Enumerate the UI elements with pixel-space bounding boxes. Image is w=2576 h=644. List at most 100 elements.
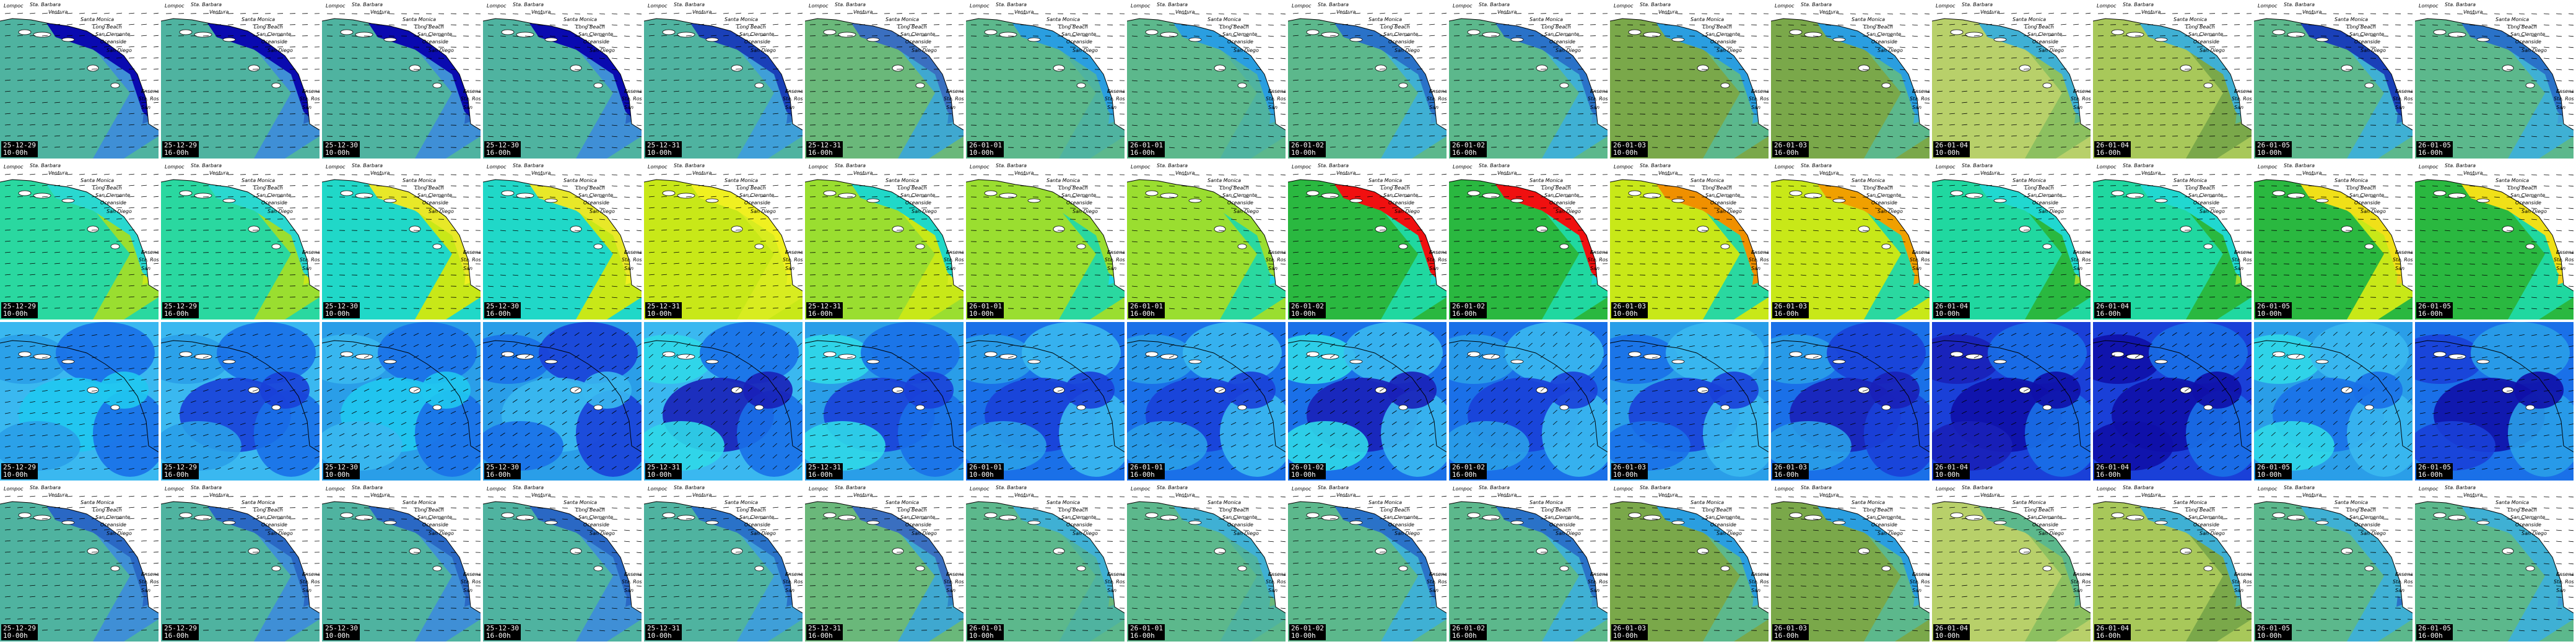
vector-arrow <box>574 196 581 198</box>
island <box>409 64 421 72</box>
map-tile-row-2-col-8[interactable]: Lompoc Sta. Barbara Ventura Santa Monica Lon… <box>1127 161 1286 320</box>
place-label: San Diego <box>590 209 615 214</box>
vector-arrow <box>586 80 593 82</box>
place-label: Ventura <box>1175 170 1194 176</box>
map-tile-row-2-col-10[interactable]: Lompoc Sta. Barbara Ventura Santa Monica Lon… <box>1449 161 1608 320</box>
vector-arrow <box>487 124 494 126</box>
place-label: Long Beach <box>415 24 444 30</box>
vector-arrow <box>17 90 24 92</box>
vector-arrow <box>586 274 593 276</box>
vector-arrow <box>128 35 135 37</box>
vector-arrow <box>1156 46 1163 48</box>
map-tile-row-2-col-7[interactable]: Lompoc Sta. Barbara Ventura Santa Monica Lon… <box>966 161 1125 320</box>
vector-arrow <box>2035 46 2042 48</box>
vector-arrow <box>1961 102 1968 103</box>
place-label: Sta. Rosa <box>2554 96 2574 102</box>
map-tile-row-1-col-3[interactable]: Lompoc Sta. Barbara Ventura Santa Monica Lon… <box>322 0 481 159</box>
map-tile-row-1-col-7[interactable]: Lompoc Sta. Barbara Ventura Santa Monica Lon… <box>966 0 1125 159</box>
map-tile-row-1-col-5[interactable]: Lompoc Sta. Barbara Ventura Santa Monica Lon… <box>644 0 803 159</box>
vector-arrow <box>116 196 123 198</box>
vector-arrow <box>2531 136 2538 137</box>
vector-arrow <box>1305 24 1312 25</box>
vector-arrow <box>698 12 705 14</box>
place-label: San Diego <box>107 48 132 53</box>
vector-arrow <box>2531 147 2538 149</box>
vector-arrow <box>2444 80 2451 82</box>
vector-arrow <box>586 113 593 115</box>
island <box>2433 29 2447 35</box>
timestamp-date: 25-12-29 <box>164 141 197 149</box>
vector-arrow <box>685 12 692 14</box>
vector-arrow <box>1998 113 2005 115</box>
map-tile-row-2-col-3[interactable]: Lompoc Sta. Barbara Ventura Santa Monica Lon… <box>322 161 481 320</box>
vector-arrow <box>760 251 767 253</box>
vector-arrow <box>1218 58 1225 59</box>
vector-arrow <box>1218 297 1225 298</box>
vector-arrow <box>4 240 11 242</box>
vector-arrow <box>785 251 791 253</box>
vector-arrow <box>91 251 98 253</box>
vector-arrow <box>537 308 544 310</box>
vector-arrow <box>1268 274 1274 276</box>
vector-arrow <box>141 124 147 126</box>
vector-arrow <box>698 274 705 276</box>
map-tile-row-1-col-12[interactable]: Lompoc Sta. Barbara Ventura Santa Monica Lon… <box>1771 0 1930 159</box>
vector-arrow <box>1156 196 1163 198</box>
vector-arrow <box>41 113 48 115</box>
land-mass <box>2093 0 2252 130</box>
vector-arrow <box>785 24 791 25</box>
map-tile-row-1-col-16[interactable]: Lompoc Sta. Barbara Ventura Santa Monica Lon… <box>2415 0 2574 159</box>
map-tile-row-2-col-4[interactable]: Lompoc Sta. Barbara Ventura Santa Monica Lon… <box>483 161 642 320</box>
vector-arrow <box>1268 308 1274 310</box>
vector-arrow <box>611 80 618 82</box>
vector-arrow <box>1218 80 1225 82</box>
map-tile-row-2-col-1[interactable]: Lompoc Sta. Barbara Ventura Santa Monica Lon… <box>0 161 159 320</box>
vector-arrow <box>1354 102 1361 103</box>
vector-arrow <box>524 196 531 198</box>
map-tile-row-1-col-9[interactable]: Lompoc Sta. Barbara Ventura Santa Monica Lon… <box>1288 0 1447 159</box>
map-tile-row-1-col-6[interactable]: Lompoc Sta. Barbara Ventura Santa Monica Lon… <box>805 0 964 159</box>
map-tile-row-1-col-11[interactable]: Lompoc Sta. Barbara Ventura Santa Monica Lon… <box>1610 0 1769 159</box>
vector-arrow <box>66 274 73 276</box>
map-tile-row-2-col-5[interactable]: Lompoc Sta. Barbara Ventura Santa Monica Lon… <box>644 161 803 320</box>
vector-arrow <box>1144 207 1151 209</box>
vector-arrow <box>735 185 742 186</box>
vector-arrow <box>1837 46 1844 48</box>
map-tile-row-1-col-14[interactable]: Lompoc Sta. Barbara Ventura Santa Monica Lon… <box>2093 0 2252 159</box>
place-label: Ensenada <box>946 250 964 255</box>
vector-arrow <box>1329 196 1336 198</box>
vector-arrow <box>1391 196 1398 198</box>
map-tile-row-1-col-4[interactable]: Lompoc Sta. Barbara Ventura Santa Monica Lon… <box>483 0 642 159</box>
vector-arrow <box>1775 69 1782 71</box>
vector-arrow <box>1367 12 1373 14</box>
map-tile-row-1-col-2[interactable]: Lompoc Sta. Barbara Ventura Santa Monica Lon… <box>161 0 320 159</box>
vector-arrow <box>747 285 754 287</box>
map-tile-row-1-col-8[interactable]: Lompoc Sta. Barbara Ventura Santa Monica Lon… <box>1127 0 1286 159</box>
vector-arrow <box>574 136 581 137</box>
island <box>823 29 837 35</box>
vector-arrow <box>611 69 618 71</box>
vector-arrow <box>2432 113 2439 115</box>
vector-arrow <box>2543 124 2550 126</box>
island <box>1536 64 1548 72</box>
vector-arrow <box>673 113 680 115</box>
vector-arrow <box>2060 124 2067 126</box>
vector-arrow <box>1354 263 1361 264</box>
map-tile-row-1-col-1[interactable]: Lompoc Sta. Barbara Ventura Santa Monica Lon… <box>0 0 159 159</box>
vector-arrow <box>1441 35 1447 37</box>
place-label: Lompoc <box>1453 3 1473 9</box>
map-tile-row-2-col-2[interactable]: Lompoc Sta. Barbara Ventura Santa Monica Lon… <box>161 161 320 320</box>
island <box>984 29 998 35</box>
map-tile-row-2-col-9[interactable]: Lompoc Sta. Barbara Ventura Santa Monica Lon… <box>1288 161 1447 320</box>
place-label: Ensenada <box>2234 89 2252 94</box>
vector-arrow <box>2481 113 2488 115</box>
vector-arrow <box>1255 136 1262 137</box>
map-tile-row-1-col-15[interactable]: Lompoc Sta. Barbara Ventura Santa Monica Lon… <box>2254 0 2413 159</box>
map-tile-row-2-col-6[interactable]: Lompoc Sta. Barbara Ventura Santa Monica Lon… <box>805 161 964 320</box>
land-mass <box>966 161 1125 291</box>
map-tile-row-1-col-10[interactable]: Lompoc Sta. Barbara Ventura Santa Monica Lon… <box>1449 0 1608 159</box>
map-tile-row-1-col-13[interactable]: Lompoc Sta. Barbara Ventura Santa Monica Lon… <box>1932 0 2091 159</box>
vector-arrow <box>91 274 98 276</box>
place-label: Ventura <box>48 170 67 176</box>
vector-arrow <box>1924 113 1930 115</box>
